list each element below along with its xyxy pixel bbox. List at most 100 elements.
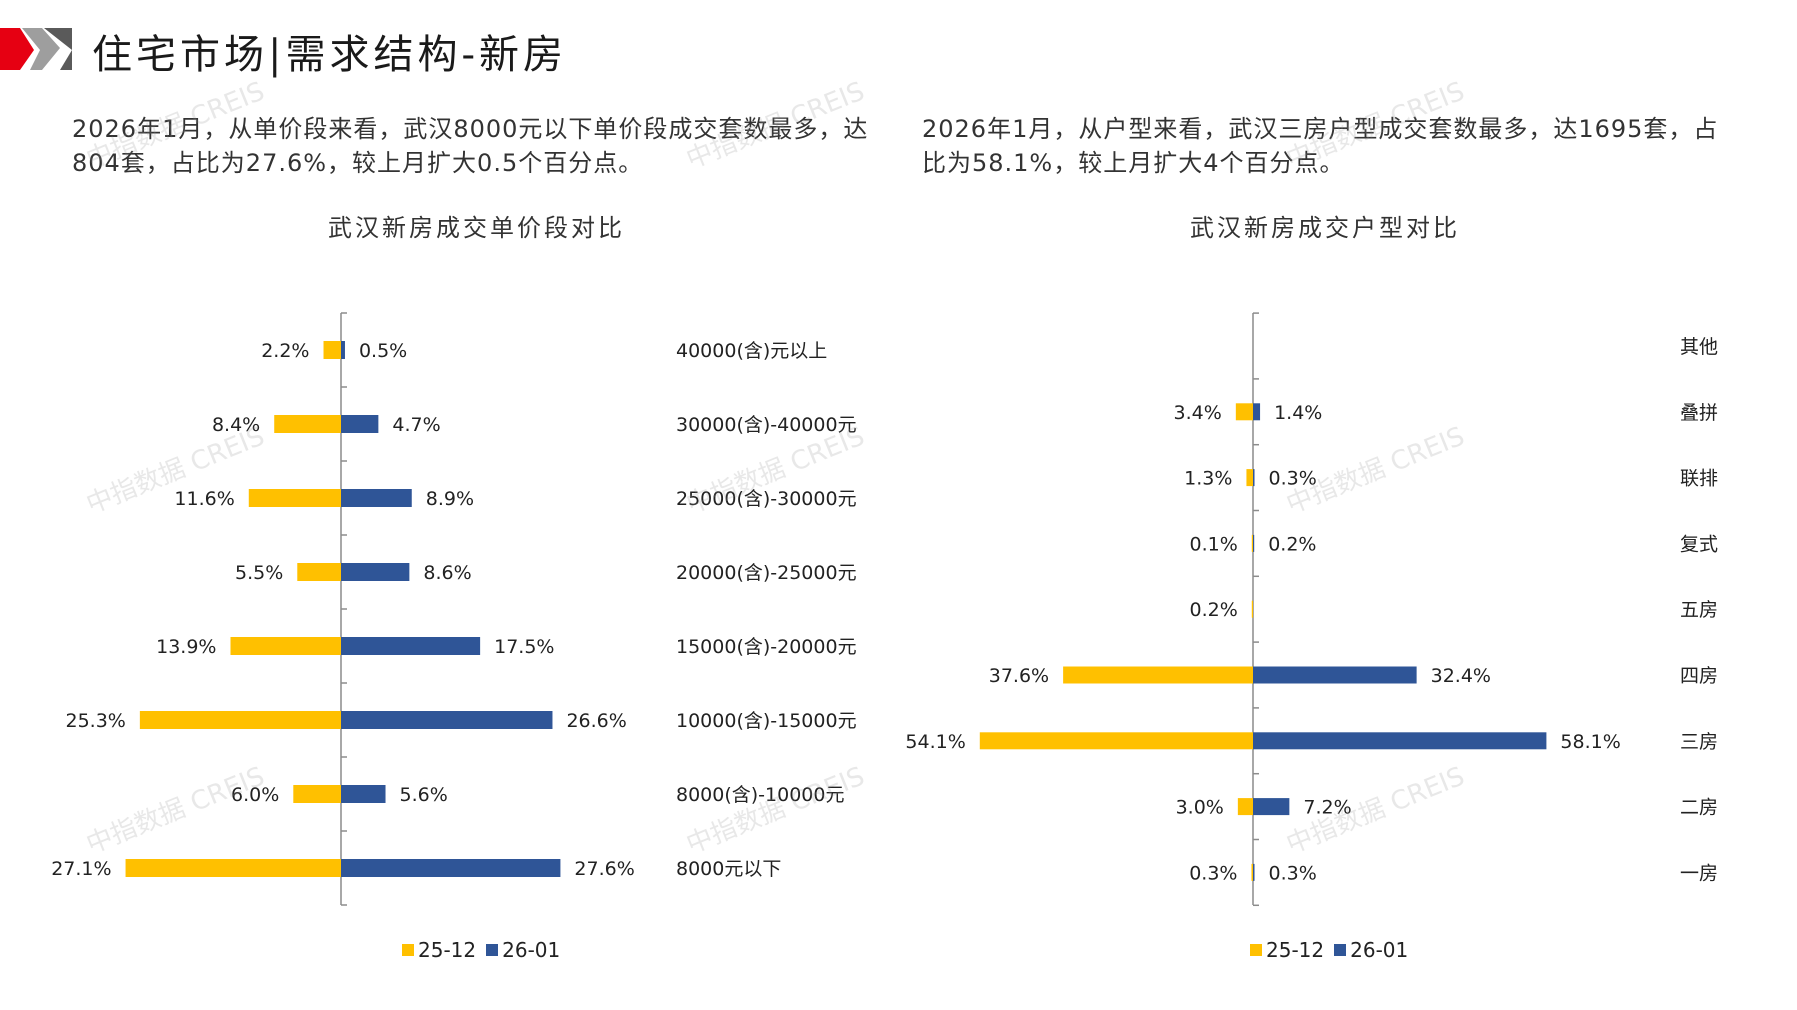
data-label-prev: 6.0%: [231, 784, 279, 806]
bar-curr: [1253, 469, 1255, 487]
bar-prev: [230, 637, 341, 655]
category-label: 15000(含)-20000元: [676, 636, 857, 658]
category-label: 二房: [1680, 797, 1718, 819]
data-label-prev: 54.1%: [905, 731, 965, 753]
legend-item-prev: 25-12: [1250, 938, 1324, 962]
legend-label-curr: 26-01: [502, 938, 561, 962]
category-label: 10000(含)-15000元: [676, 710, 857, 732]
data-label-curr: 0.3%: [1269, 468, 1317, 490]
data-label-curr: 0.5%: [359, 340, 407, 362]
bar-prev: [248, 489, 341, 507]
legend-swatch-curr: [1334, 944, 1347, 956]
legend-label-prev: 25-12: [418, 938, 477, 962]
category-label: 25000(含)-30000元: [676, 488, 857, 510]
data-label-curr: 26.6%: [566, 710, 626, 732]
bar-prev: [1235, 403, 1253, 421]
legend-item-prev: 25-12: [402, 938, 476, 962]
data-label-curr: 5.6%: [400, 784, 448, 806]
category-label: 8000元以下: [676, 858, 781, 880]
category-label: 8000(含)-10000元: [676, 784, 844, 806]
bar-curr: [341, 859, 561, 877]
legend-swatch-prev: [402, 944, 414, 956]
page-title: 住宅市场|需求结构-新房: [92, 32, 567, 78]
category-label: 四房: [1680, 665, 1718, 687]
data-label-prev: 13.9%: [156, 636, 216, 658]
data-label-curr: 1.4%: [1274, 402, 1322, 424]
data-label-curr: 8.9%: [426, 488, 474, 510]
bar-prev: [323, 341, 341, 359]
category-label: 其他: [1680, 336, 1718, 358]
data-label-prev: 0.2%: [1190, 599, 1238, 621]
bar-curr: [341, 341, 345, 359]
bar-prev: [1251, 863, 1253, 881]
bar-curr: [1253, 403, 1261, 421]
data-label-prev: 25.3%: [66, 710, 126, 732]
legend-price: 25-12 26-01: [402, 938, 570, 962]
bar-prev: [274, 415, 341, 433]
legend-item-curr: 26-01: [1334, 938, 1408, 962]
bar-prev: [125, 859, 342, 877]
bar-prev: [293, 785, 341, 803]
data-label-curr: 17.5%: [494, 636, 554, 658]
bar-curr: [341, 415, 379, 433]
legend-layout: 25-12 26-01: [1250, 938, 1418, 962]
data-label-prev: 3.4%: [1174, 402, 1222, 424]
bar-prev: [139, 711, 341, 729]
data-label-prev: 0.3%: [1189, 862, 1237, 884]
bar-curr: [341, 785, 386, 803]
legend-swatch-curr: [486, 944, 499, 956]
legend-item-curr: 26-01: [486, 938, 560, 962]
category-label: 三房: [1680, 731, 1718, 753]
right-description: 2026年1月，从户型来看，武汉三房户型成交套数最多，达1695套，占比为58.…: [922, 115, 1719, 177]
data-label-prev: 5.5%: [235, 562, 283, 584]
bar-prev: [1063, 666, 1253, 684]
data-label-curr: 4.7%: [392, 414, 440, 436]
category-label: 五房: [1680, 599, 1718, 621]
bar-curr: [341, 563, 410, 581]
bar-curr: [1253, 798, 1290, 816]
bar-curr: [341, 711, 553, 729]
data-label-prev: 0.1%: [1190, 533, 1238, 555]
data-label-curr: 7.2%: [1303, 797, 1351, 819]
legend-label-prev: 25-12: [1266, 938, 1325, 962]
category-label: 30000(含)-40000元: [676, 414, 857, 436]
bar-prev: [979, 732, 1253, 750]
data-label-curr: 0.2%: [1268, 533, 1316, 555]
bar-curr: [341, 489, 412, 507]
data-label-curr: 32.4%: [1431, 665, 1491, 687]
data-label-curr: 8.6%: [423, 562, 471, 584]
data-label-prev: 37.6%: [989, 665, 1049, 687]
category-label: 叠拼: [1680, 402, 1718, 424]
data-label-prev: 11.6%: [174, 488, 234, 510]
category-label: 20000(含)-25000元: [676, 562, 857, 584]
data-label-curr: 0.3%: [1269, 862, 1317, 884]
data-label-curr: 58.1%: [1560, 731, 1620, 753]
bar-prev: [1251, 534, 1253, 552]
bar-curr: [1253, 732, 1547, 750]
data-label-prev: 2.2%: [261, 340, 309, 362]
bar-curr: [341, 637, 481, 655]
bar-curr: [1253, 863, 1255, 881]
bar-prev: [1237, 798, 1253, 816]
bar-curr: [1253, 534, 1255, 552]
category-label: 复式: [1680, 533, 1718, 555]
bar-prev: [1246, 469, 1253, 487]
legend-swatch-prev: [1250, 944, 1262, 956]
category-label: 40000(含)元以上: [676, 340, 827, 362]
bar-prev: [1251, 600, 1253, 618]
bar-prev: [297, 563, 341, 581]
category-label: 联排: [1680, 468, 1718, 490]
data-label-prev: 3.0%: [1176, 797, 1224, 819]
brand-logo: [0, 28, 72, 70]
data-label-prev: 1.3%: [1184, 468, 1232, 490]
chart-title-layout: 武汉新房成交户型对比: [1190, 214, 1460, 242]
legend-label-curr: 26-01: [1350, 938, 1409, 962]
data-label-curr: 27.6%: [574, 858, 634, 880]
category-label: 一房: [1680, 862, 1718, 884]
data-label-prev: 8.4%: [212, 414, 260, 436]
left-description: 2026年1月，从单价段来看，武汉8000元以下单价段成交套数最多，达804套，…: [72, 115, 869, 177]
bar-curr: [1253, 666, 1417, 684]
data-label-prev: 27.1%: [51, 858, 111, 880]
chart-title-price: 武汉新房成交单价段对比: [328, 214, 625, 242]
